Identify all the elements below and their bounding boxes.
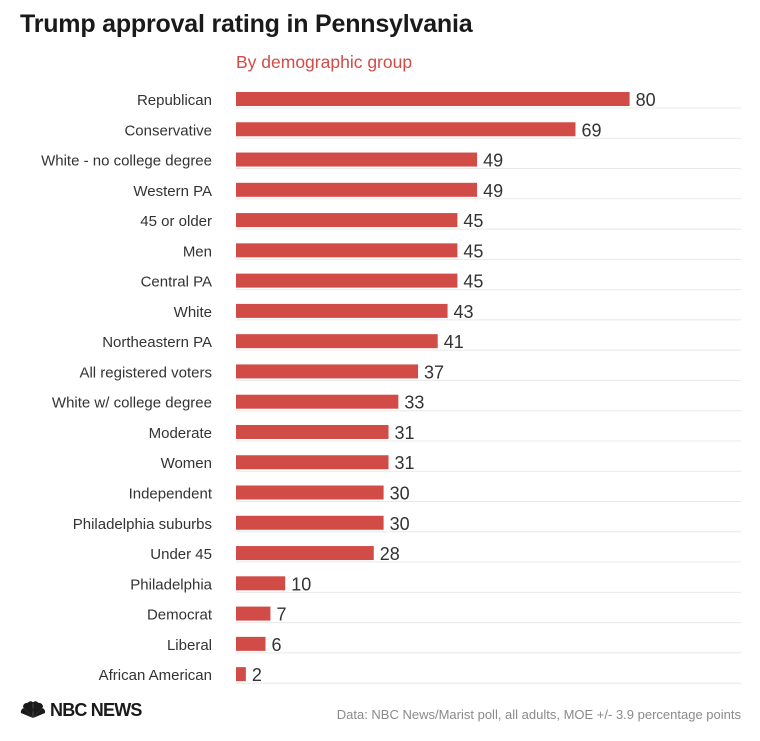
bar [236, 182, 478, 197]
bar [236, 273, 458, 288]
bar [236, 485, 384, 500]
peacock-icon [20, 701, 46, 718]
category-label: Democrat [147, 607, 213, 624]
bar [236, 243, 458, 258]
data-label: 28 [380, 544, 400, 564]
category-label: 45 or older [140, 213, 212, 230]
bar [236, 515, 384, 530]
data-label: 10 [291, 574, 311, 594]
category-label: Philadelphia [130, 576, 212, 593]
bar [236, 152, 478, 167]
bar [236, 303, 448, 318]
data-label: 7 [276, 605, 286, 625]
data-label: 45 [463, 241, 483, 261]
category-label: Central PA [141, 274, 212, 291]
bar [236, 606, 271, 621]
category-label: White - no college degree [41, 153, 212, 170]
category-label: Men [183, 243, 212, 260]
data-label: 49 [483, 151, 503, 171]
data-label: 31 [395, 423, 415, 443]
bar [236, 546, 374, 561]
data-label: 43 [454, 302, 474, 322]
category-label: African American [99, 667, 212, 684]
bar [236, 213, 458, 228]
bar [236, 394, 399, 409]
category-label: Moderate [149, 425, 212, 442]
chart-subtitle: By demographic group [236, 52, 413, 72]
bar [236, 364, 419, 379]
data-label: 49 [483, 181, 503, 201]
category-label: White [174, 304, 212, 321]
category-label: Liberal [167, 637, 212, 654]
source-note: Data: NBC News/Marist poll, all adults, … [336, 707, 741, 722]
category-label: Conservative [124, 122, 212, 139]
bar [236, 92, 630, 106]
data-label: 6 [272, 635, 282, 655]
category-label: Republican [137, 92, 212, 109]
data-label: 30 [390, 514, 410, 534]
category-label: Under 45 [150, 546, 212, 563]
category-label: Northeastern PA [102, 334, 212, 351]
category-label: Western PA [133, 183, 212, 200]
data-label: 80 [636, 90, 656, 110]
bar-chart: Republican 80 Conservative 69 White - no col… [41, 90, 741, 685]
bar [236, 122, 576, 137]
nbc-news-logo: NBC NEWS [20, 698, 142, 722]
data-label: 33 [404, 393, 424, 413]
chart-title: Trump approval rating in Pennsylvania [20, 10, 473, 38]
bar [236, 636, 266, 651]
data-label: 45 [463, 211, 483, 231]
bar [236, 576, 286, 591]
data-label: 31 [395, 453, 415, 473]
data-label: 41 [444, 332, 464, 352]
bar [236, 424, 389, 439]
data-label: 37 [424, 362, 444, 382]
logo-text: NBC NEWS [50, 699, 142, 720]
data-label: 69 [581, 120, 601, 140]
data-label: 45 [463, 272, 483, 292]
data-label: 30 [390, 484, 410, 504]
data-label: 2 [252, 665, 262, 685]
category-label: Independent [129, 486, 213, 503]
bar [236, 334, 438, 349]
category-label: Women [161, 455, 212, 472]
category-label: White w/ college degree [52, 395, 212, 412]
bar [236, 667, 246, 682]
bar [236, 455, 389, 470]
category-label: All registered voters [79, 364, 212, 381]
category-label: Philadelphia suburbs [73, 516, 212, 533]
